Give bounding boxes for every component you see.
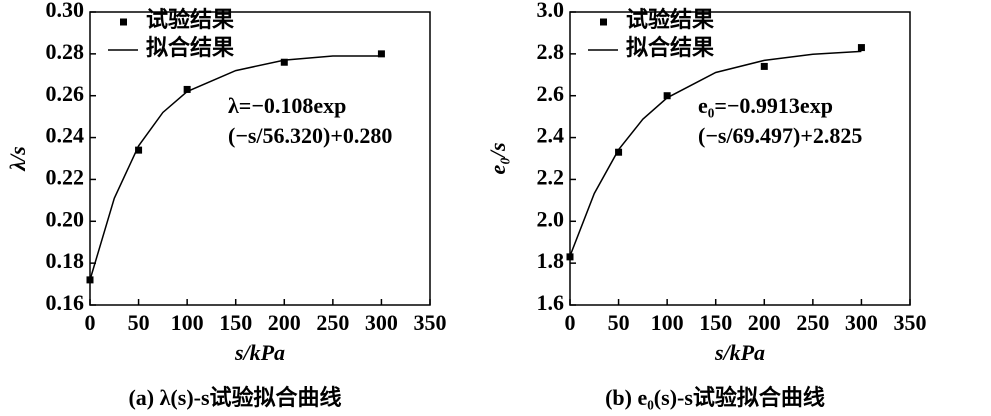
y-tick-label: 0.28: [46, 39, 85, 64]
fit-equation: (−s/56.320)+0.280: [228, 123, 392, 148]
y-tick-label: 0.20: [46, 206, 85, 231]
y-tick-label: 2.8: [537, 39, 565, 64]
data-point: [760, 62, 768, 70]
fit-curve: [569, 50, 862, 257]
caption: (b) e₀(s)-s试验拟合曲线: [605, 385, 825, 410]
x-tick-label: 300: [845, 310, 878, 335]
fit-curve: [89, 55, 382, 281]
y-tick-label: 3.0: [537, 0, 565, 22]
x-tick-label: 250: [796, 310, 829, 335]
x-tick-label: 350: [894, 310, 927, 335]
x-tick-label: 100: [171, 310, 204, 335]
y-tick-label: 2.2: [537, 164, 565, 189]
x-tick-label: 100: [651, 310, 684, 335]
legend-label: 拟合结果: [626, 35, 714, 60]
x-tick-label: 250: [316, 310, 349, 335]
data-point: [663, 92, 671, 100]
y-tick-label: 0.24: [46, 123, 85, 148]
y-tick-label: 0.16: [46, 290, 85, 315]
legend-label: 试验结果: [146, 7, 234, 32]
x-tick-label: 50: [128, 310, 150, 335]
y-tick-label: 1.8: [537, 248, 565, 273]
legend-marker: [600, 18, 607, 26]
x-tick-label: 0: [85, 310, 96, 335]
y-tick-label: 0.26: [46, 81, 85, 106]
fit-equation: e₀=−0.9913exp: [698, 93, 833, 118]
x-tick-label: 150: [219, 310, 252, 335]
y-tick-label: 2.4: [537, 123, 565, 148]
x-tick-label: 300: [365, 310, 398, 335]
x-tick-label: 200: [748, 310, 781, 335]
x-tick-label: 200: [268, 310, 301, 335]
data-point: [135, 146, 143, 154]
data-point: [280, 58, 288, 66]
x-tick-label: 350: [414, 310, 447, 335]
y-tick-label: 2.6: [537, 81, 565, 106]
y-tick-label: 0.18: [46, 248, 85, 273]
y-tick-label: 1.6: [537, 290, 565, 315]
y-axis-label: e₀/s: [485, 142, 510, 174]
x-tick-label: 50: [608, 310, 630, 335]
caption: (a) λ(s)-s试验拟合曲线: [128, 385, 341, 410]
data-point: [377, 50, 385, 58]
x-axis-label: s/kPa: [234, 340, 285, 365]
legend-marker: [120, 18, 127, 26]
y-axis-label: λ/s: [5, 146, 30, 171]
data-point: [857, 44, 865, 52]
fit-equation: (−s/69.497)+2.825: [698, 123, 862, 148]
legend-label: 拟合结果: [146, 35, 234, 60]
data-point: [615, 148, 623, 156]
data-point: [566, 253, 574, 261]
x-tick-label: 0: [565, 310, 576, 335]
data-point: [183, 85, 191, 93]
x-axis-label: s/kPa: [714, 340, 765, 365]
x-tick-label: 150: [699, 310, 732, 335]
plot-frame: [89, 11, 431, 306]
fit-equation: λ=−0.108exp: [228, 93, 346, 118]
plot-frame: [569, 11, 911, 306]
y-tick-label: 0.22: [46, 164, 85, 189]
y-tick-label: 2.0: [537, 206, 565, 231]
legend-label: 试验结果: [626, 7, 714, 32]
y-tick-label: 0.30: [46, 0, 85, 22]
